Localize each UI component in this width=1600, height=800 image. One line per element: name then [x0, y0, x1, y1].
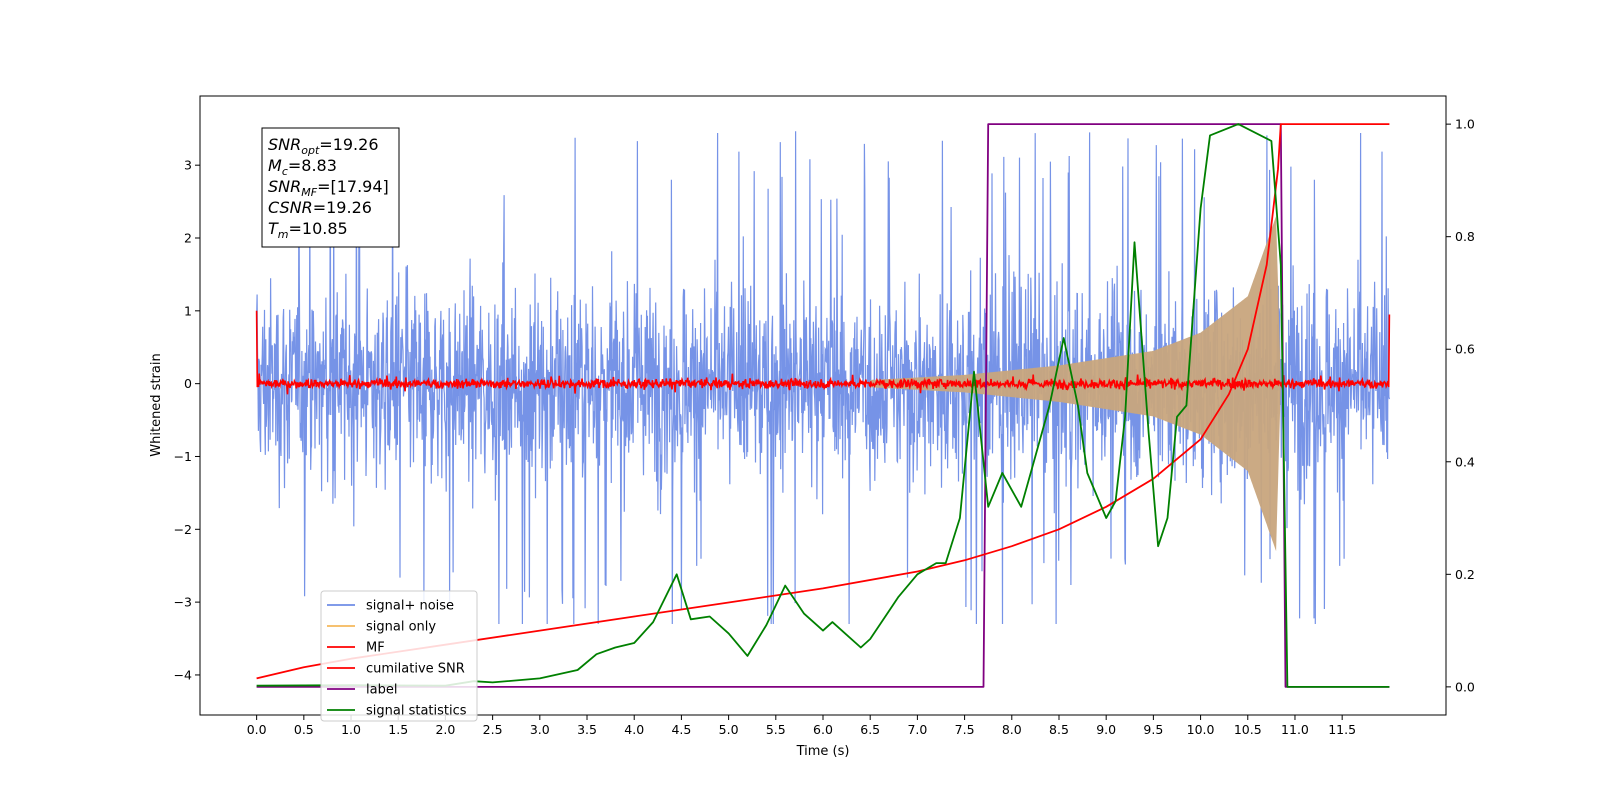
legend-label: signal+ noise — [366, 599, 454, 614]
annotation-line: CSNR=19.26 — [268, 198, 372, 217]
legend-box — [320, 590, 478, 722]
y-tick-label-left: −2 — [174, 522, 192, 537]
x-tick-label: 3.5 — [577, 722, 597, 737]
x-tick-label: 9.5 — [1143, 722, 1163, 737]
x-tick-label: 9.0 — [1096, 722, 1116, 737]
x-tick-label: 2.0 — [435, 722, 455, 737]
x-tick-label: 3.0 — [530, 722, 550, 737]
y-tick-label-left: −4 — [174, 667, 192, 682]
y-tick-label-right: 0.6 — [1455, 342, 1475, 357]
x-tick-label: 1.5 — [388, 722, 408, 737]
stats-annotation: SNRopt=19.26Mc=8.83SNRMF=[17.94]CSNR=19.… — [261, 127, 400, 248]
mf-line — [255, 310, 1391, 395]
y-tick-label-right: 1.0 — [1455, 117, 1475, 132]
x-axis-title: Time (s) — [796, 744, 850, 759]
y-tick-label-right: 0.8 — [1455, 229, 1475, 244]
x-tick-label: 10.5 — [1234, 722, 1262, 737]
x-tick-label: 4.0 — [624, 722, 644, 737]
legend-label: label — [366, 683, 397, 698]
x-tick-label: 8.5 — [1049, 722, 1069, 737]
x-tick-label: 7.0 — [907, 722, 927, 737]
x-tick-label: 6.0 — [813, 722, 833, 737]
y-tick-label-left: 3 — [184, 158, 192, 173]
annotation-line: SNRopt=19.26 — [268, 135, 379, 157]
legend-label: signal only — [366, 620, 436, 635]
y-tick-label-right: 0.4 — [1455, 454, 1475, 469]
y-tick-label-left: −3 — [174, 595, 192, 610]
y-tick-label-left: 0 — [184, 376, 192, 391]
mf-series — [255, 310, 1391, 395]
x-tick-label: 5.0 — [719, 722, 739, 737]
y-tick-label-right: 0.2 — [1455, 567, 1475, 582]
y-tick-label-left: −1 — [174, 449, 192, 464]
x-tick-label: 0.5 — [294, 722, 314, 737]
annotation-line: SNRMF=[17.94] — [268, 177, 389, 199]
stats-annotation-box — [261, 127, 400, 248]
legend-label: MF — [366, 641, 385, 656]
x-tick-label: 1.0 — [341, 722, 361, 737]
x-tick-label: 10.0 — [1187, 722, 1215, 737]
x-tick-label: 8.0 — [1002, 722, 1022, 737]
y-tick-label-left: 1 — [184, 303, 192, 318]
axes: 0.0 0.5 1.0 1.5 2.0 2.5 3.0 3.5 4.0 4.5 5.0 5.5 6.0 6… — [174, 117, 1475, 737]
legend: signal+ noise signal only MF cumilative SNR… — [320, 590, 478, 722]
signal-statistics-line — [256, 123, 1390, 688]
x-tick-label: 4.5 — [671, 722, 691, 737]
x-tick-label: 11.5 — [1328, 722, 1356, 737]
x-tick-label: 6.5 — [860, 722, 880, 737]
x-tick-label: 2.5 — [483, 722, 503, 737]
legend-label: cumilative SNR — [366, 662, 465, 677]
y-tick-label-right: 0.0 — [1455, 679, 1475, 694]
x-tick-label: 5.5 — [766, 722, 786, 737]
x-tick-label: 0.0 — [247, 722, 267, 737]
x-tick-label: 11.0 — [1281, 722, 1309, 737]
annotation-line: Tm=10.85 — [268, 219, 348, 241]
y-axis-title: Whitened strain — [149, 353, 164, 456]
legend-label: signal statistics — [366, 704, 467, 719]
annotation-line: Mc=8.83 — [268, 156, 337, 178]
y-tick-label-left: 2 — [184, 231, 192, 246]
x-tick-label: 7.5 — [955, 722, 975, 737]
